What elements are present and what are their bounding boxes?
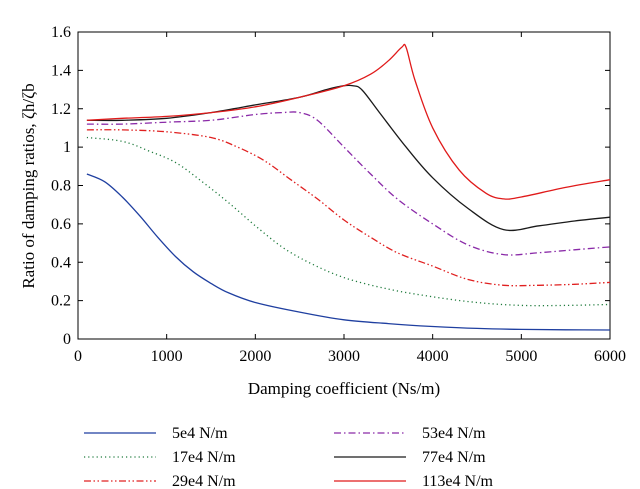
legend-item: 53e4 N/m [334,425,486,442]
legend-label: 77e4 N/m [422,449,486,466]
legend-label: 113e4 N/m [422,473,494,489]
series-line-3 [86,129,611,287]
legend-label: 53e4 N/m [422,425,486,442]
series-line-6 [86,43,611,200]
y-tick-label: 1 [63,139,71,156]
legend-item: 17e4 N/m [84,449,236,466]
plot-area [77,31,611,340]
legend: 5e4 N/m 17e4 N/m 29e4 N/m 53e4 N/m 77e4 N/m 1… [84,425,494,489]
y-axis-label: Ratio of damping ratios, ζh/ζb [19,83,38,288]
y-axis: 0 0.2 0.4 0.6 0.8 1 1.2 1.4 1.6 [51,24,610,348]
legend-item: 29e4 N/m [84,473,236,489]
x-tick-label: 5000 [505,348,537,365]
x-tick-label: 0 [74,348,82,365]
y-tick-label: 1.6 [51,24,71,41]
y-tick-label: 0.4 [51,254,71,271]
legend-item: 5e4 N/m [84,425,228,442]
legend-label: 29e4 N/m [172,473,236,489]
plot-frame [77,31,611,340]
y-tick-label: 0.2 [51,293,71,310]
legend-label: 17e4 N/m [172,449,236,466]
series-line-2 [86,136,611,307]
series-line-5 [86,84,611,232]
x-axis-label: Damping coefficient (Ns/m) [248,379,440,398]
x-axis: 0 1000 2000 3000 4000 5000 6000 [74,32,626,365]
y-tick-label: 0 [63,331,71,348]
series-line-1 [86,173,611,331]
series-layer [86,43,611,331]
x-tick-label: 1000 [151,348,183,365]
x-tick-label: 2000 [239,348,271,365]
x-tick-label: 4000 [417,348,449,365]
y-tick-label: 0.8 [51,178,71,195]
x-tick-label: 6000 [594,348,626,365]
y-tick-label: 0.6 [51,216,71,233]
y-tick-label: 1.2 [51,101,71,118]
legend-label: 5e4 N/m [172,425,228,442]
legend-item: 77e4 N/m [334,449,486,466]
legend-item: 113e4 N/m [334,473,494,489]
x-tick-label: 3000 [328,348,360,365]
y-tick-label: 1.4 [51,62,71,79]
series-line-4 [86,111,611,256]
